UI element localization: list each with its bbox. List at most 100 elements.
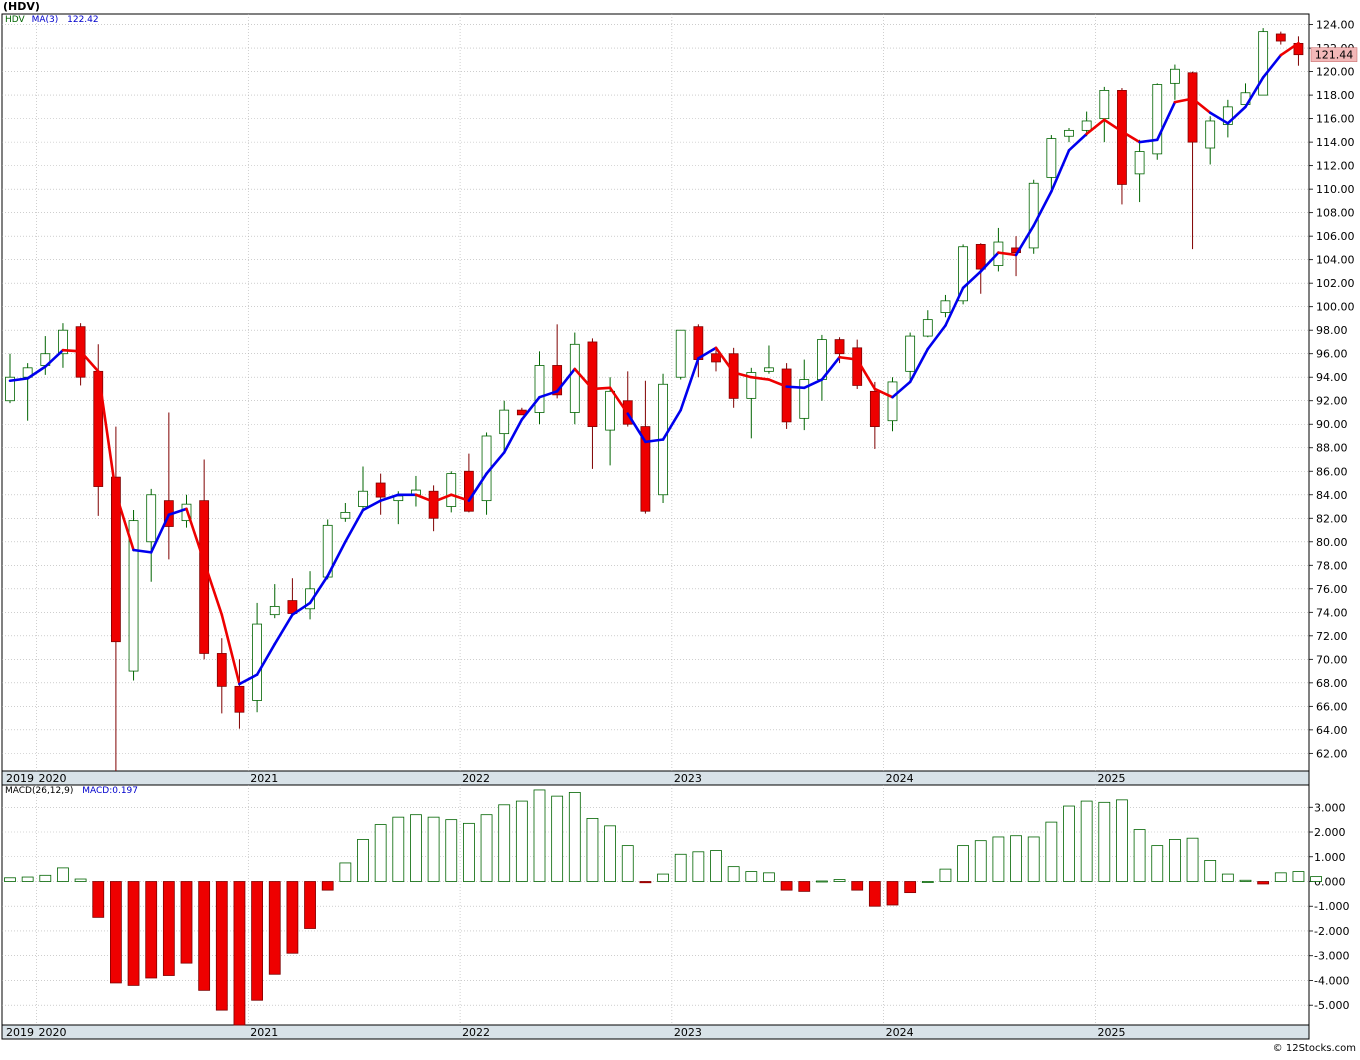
candle [675,329,686,380]
macd-histogram [4,789,1322,1026]
macd-bar [1151,845,1164,882]
ma-segment [591,386,612,391]
ma-segment [61,348,82,353]
macd-bar [515,800,528,882]
macd-x-label: 2021 [250,1026,278,1039]
candle [764,345,774,374]
candle [252,602,263,713]
ma-segment [502,418,524,454]
price-tick-label: 106.00 [1316,230,1355,243]
candle-body [58,329,68,355]
candle [1170,64,1180,100]
candle [269,584,280,619]
ma-segment [538,390,559,399]
candle [1187,71,1198,250]
macd-bar [851,881,864,891]
price-tick-label: 116.00 [1316,113,1355,126]
candle-body [1028,182,1039,249]
macd-tick-label: 1.000 [1314,851,1346,864]
last-price-tag-box [1310,47,1358,62]
ma-segment [838,355,859,361]
price-tick-label: 82.00 [1316,512,1348,525]
price-tick-label: 108.00 [1316,207,1355,220]
price-x-label: 2021 [250,772,278,785]
ma-segment [1050,149,1071,193]
price-tick-label: 120.00 [1316,66,1355,79]
ma-segment [43,348,65,368]
ma-segment [1014,224,1035,257]
candle [711,350,721,372]
price-tick-label: 68.00 [1316,677,1348,690]
macd-y-axis: -5.000-4.000-3.000-2.000-1.0000.0001.000… [1309,801,1349,1012]
price-tick-label: 84.00 [1316,489,1348,502]
macd-bar [1045,821,1058,882]
macd-bar [215,881,228,1011]
ma-segment [1032,190,1053,227]
macd-bar [1027,836,1040,882]
ma-segment [238,673,259,686]
ma-segment [185,507,206,564]
macd-bar [921,881,934,883]
ma-segment [697,346,718,360]
price-tick-label: 66.00 [1316,700,1348,713]
ma-segment [8,377,29,383]
macd-bar [1186,837,1199,882]
macd-bar [145,881,158,979]
ma-segment [1208,111,1230,125]
candle-body [269,606,280,616]
ma-segment [1138,138,1159,144]
candle [5,353,15,404]
macd-bar [392,816,405,882]
ma-segment [1279,41,1300,57]
macd-bar [427,816,440,882]
macd-bar [127,881,140,986]
macd-bar [39,874,52,882]
macd-bar [710,850,722,882]
ma-segment [820,355,841,381]
ma-segment [573,367,594,391]
ma-segment [273,613,294,646]
macd-bar [692,851,705,882]
macd-bar [780,881,793,891]
candle-body [234,685,245,713]
candle [216,638,227,714]
chart-title: (HDV) [3,0,40,13]
macd-tick-label: 2.000 [1314,826,1346,839]
macd-bar [1063,805,1075,882]
candle [128,510,139,681]
ma-segment [979,251,1000,273]
price-legend-ma-value: 122.42 [67,15,99,25]
macd-bar [1257,881,1270,885]
macd-bar [957,845,969,882]
candle-body [887,381,898,422]
price-x-axis: 2019 2020 2021 2022 2023 2024 2025 [6,772,1125,785]
candle [358,466,368,509]
candle [869,381,880,449]
ma-segment [608,386,630,415]
macd-bar [445,819,458,882]
candle [1258,28,1269,96]
macd-x-axis: 2019 2020 2021 2022 2023 2024 2025 [6,1026,1125,1039]
price-x-label: 2024 [886,772,914,785]
macd-x-label: 2020 [38,1026,66,1039]
price-tick-label: 86.00 [1316,465,1348,478]
price-tick-label: 110.00 [1316,183,1355,196]
ma-segment [626,412,647,444]
macd-tick-label: 3.000 [1314,801,1346,814]
macd-bar [498,804,511,882]
candle [1046,135,1057,190]
candle-body [340,511,351,519]
macd-bar [74,878,87,882]
price-tick-label: 94.00 [1316,371,1348,384]
macd-legend-value: MACD:0.197 [82,786,139,796]
candle-body [252,623,263,701]
candle-body [799,379,810,419]
ma-segment [449,493,471,502]
ma-segment [908,347,930,384]
candle [534,351,545,425]
candle [58,323,68,368]
candle-body [1099,90,1110,120]
macd-bar [286,881,299,954]
ma-segment [891,380,912,399]
